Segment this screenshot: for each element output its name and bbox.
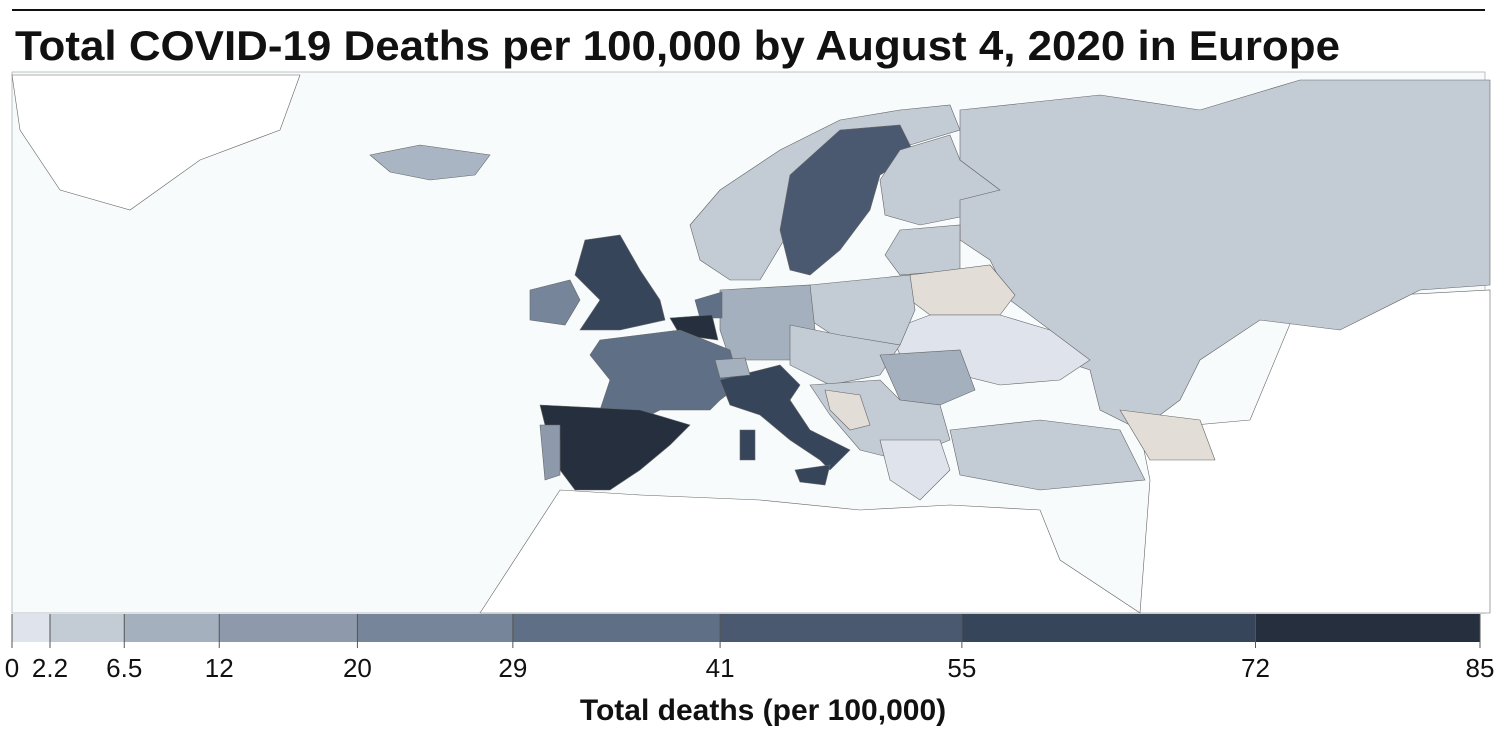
legend-bin	[720, 614, 962, 642]
caucasus	[1119, 409, 1216, 461]
legend: Total deaths (per 100,000) 0 2.2 6.5 12 20 29…	[5, 614, 1495, 727]
sweden	[779, 124, 916, 276]
legend-tick-label: 20	[343, 653, 372, 683]
africa	[479, 489, 1141, 614]
ireland	[529, 279, 581, 326]
legend-tick-label: 55	[947, 653, 976, 683]
legend-bin	[49, 614, 125, 642]
legend-title: Total deaths (per 100,000)	[580, 694, 946, 727]
legend-tick-label: 2.2	[32, 653, 68, 683]
legend-bin	[1255, 614, 1480, 642]
asia	[1139, 289, 1491, 614]
legend-tick-label: 72	[1241, 653, 1270, 683]
map	[11, 71, 1491, 614]
bosnia	[824, 389, 871, 431]
italy	[719, 364, 851, 471]
title: Total COVID-19 Deaths per 100,000 by Aug…	[15, 22, 1340, 69]
sicily	[794, 464, 831, 486]
legend-bin	[512, 614, 721, 642]
legend-tick-label: 29	[498, 653, 527, 683]
greece	[879, 439, 951, 501]
united-kingdom	[574, 234, 666, 331]
legend-bin	[12, 614, 50, 642]
central-europe	[789, 324, 901, 386]
romania	[879, 349, 976, 406]
legend-tick-label: 12	[205, 653, 234, 683]
land	[11, 74, 1491, 614]
legend-bin	[357, 614, 513, 642]
switzerland	[714, 357, 751, 379]
legend-tick-label: 0	[5, 653, 19, 683]
netherlands	[694, 291, 723, 319]
turkey	[949, 419, 1146, 491]
france	[589, 329, 741, 421]
iceland	[369, 144, 491, 181]
sardinia	[739, 429, 756, 461]
legend-bin	[961, 614, 1256, 642]
legend-tick-label: 85	[1466, 653, 1495, 683]
legend-bin	[219, 614, 358, 642]
legend-tick-label: 41	[706, 653, 735, 683]
legend-bin	[124, 614, 220, 642]
greenland	[11, 74, 301, 211]
legend-tick-label: 6.5	[106, 653, 142, 683]
portugal	[539, 424, 561, 481]
